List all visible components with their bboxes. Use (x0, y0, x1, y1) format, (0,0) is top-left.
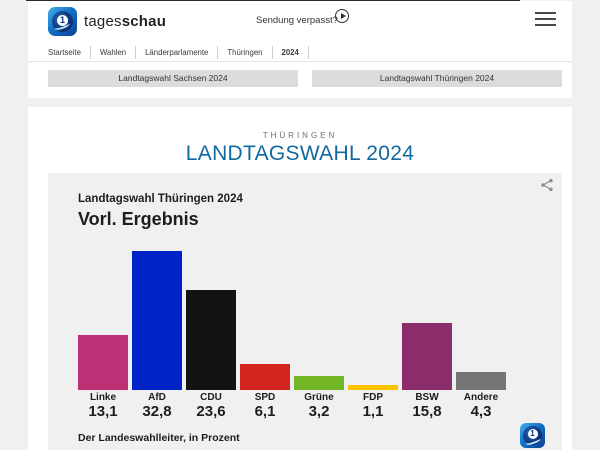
chart-subtitle: Vorl. Ergebnis (78, 209, 199, 229)
category-label-linke: Linke (89, 392, 117, 403)
breadcrumb-thueringen[interactable]: Thüringen (218, 46, 273, 59)
header-section: 1 tagesschau Sendung verpasst? Startseit… (28, 1, 572, 98)
top-edge-line (26, 0, 520, 1)
value-label-linke: 13,1 (88, 403, 118, 420)
page-kicker: THÜRINGEN (262, 131, 338, 140)
tagesschau-watermark-icon: 1 (520, 423, 545, 448)
bar-fdp (348, 385, 398, 390)
value-label-andere: 4,3 (470, 403, 492, 420)
breadcrumb-wahlen[interactable]: Wahlen (91, 46, 137, 59)
value-label-fdp: 1,1 (362, 403, 384, 420)
category-label-bsw: BSW (415, 392, 439, 403)
value-label-cdu: 23,6 (196, 403, 226, 420)
breadcrumb-laenderparlamente[interactable]: Länderparlamente (136, 46, 219, 59)
category-label-afd: AfD (148, 392, 166, 403)
category-label-spd: SPD (254, 392, 276, 403)
page-title: LANDTAGSWAHL 2024 (185, 142, 415, 165)
bar-afd (132, 250, 182, 390)
play-icon[interactable] (335, 9, 349, 23)
tagesschau-logo-icon[interactable]: 1 (48, 7, 77, 36)
brand-wordmark[interactable]: tagesschau (84, 13, 166, 30)
category-label-cdu: CDU (200, 392, 222, 403)
bar-grüne (294, 376, 344, 390)
share-icon[interactable] (540, 178, 554, 192)
result-chart-card: Landtagswahl Thüringen 2024 Vorl. Ergebn… (48, 173, 562, 450)
bar-cdu (186, 289, 236, 390)
hamburger-menu-icon[interactable] (535, 12, 556, 28)
button-landtagswahl-sachsen[interactable]: Landtagswahl Sachsen 2024 (48, 70, 298, 87)
button-landtagswahl-thueringen[interactable]: Landtagswahl Thüringen 2024 (312, 70, 562, 87)
bar-spd (240, 364, 290, 390)
breadcrumb-divider (28, 61, 572, 62)
value-label-afd: 32,8 (142, 403, 172, 420)
breadcrumb: Startseite Wahlen Länderparlamente Thüri… (48, 45, 309, 60)
main-section: THÜRINGEN LANDTAGSWAHL 2024 Landtagswahl… (28, 107, 572, 450)
chart-value-labels: 13,1 32,8 23,6 6,1 3,2 1,1 15,8 4,3 (78, 403, 506, 420)
chart-source: Der Landeswahlleiter, in Prozent (78, 432, 240, 444)
chart-title: Landtagswahl Thüringen 2024 (78, 193, 243, 205)
breadcrumb-startseite[interactable]: Startseite (48, 46, 91, 59)
sendung-verpasst-link[interactable]: Sendung verpasst? (256, 15, 338, 26)
value-label-bsw: 15,8 (412, 403, 442, 420)
category-label-fdp: FDP (363, 392, 383, 403)
chart-category-labels: Linke AfD CDU SPD Grüne FDP BSW Andere (78, 392, 506, 403)
brand-regular: tages (84, 13, 122, 30)
category-label-andere: Andere (463, 392, 499, 403)
bar-linke (78, 334, 128, 390)
bar-andere (456, 371, 506, 390)
bar-bsw (402, 323, 452, 390)
chart-bars (78, 210, 506, 390)
value-label-spd: 6,1 (254, 403, 276, 420)
category-label-grüne: Grüne (304, 392, 334, 403)
breadcrumb-2024: 2024 (273, 46, 309, 59)
brand-bold: schau (121, 13, 167, 30)
globe-icon: 1 (52, 11, 73, 32)
value-label-grüne: 3,2 (308, 403, 330, 420)
